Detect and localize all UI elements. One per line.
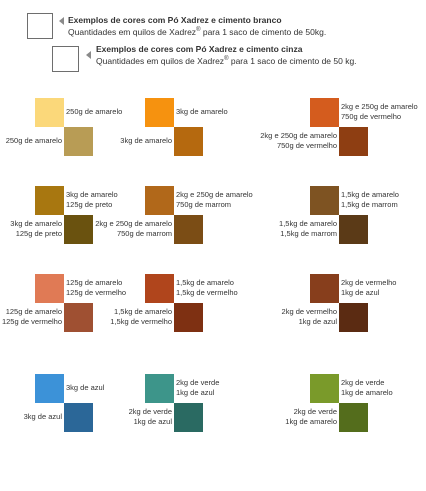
white-cement-legend-square-icon [27, 13, 53, 39]
recipe-line: 2kg e 250g de amarelo [341, 102, 418, 111]
gray-cement-recipe-label: 2kg e 250g de amarelo 750g de vermelho [260, 131, 337, 151]
recipe-line: 750g de vermelho [341, 112, 402, 121]
recipe-line: 2kg de vermelho [281, 307, 337, 316]
gray-cement-recipe-label: 125g de amarelo 125g de vermelho [2, 307, 62, 327]
white-cement-recipe-label: 3kg de amarelo 125g de preto [66, 190, 118, 210]
gray-cement-color-swatch [339, 127, 368, 156]
recipe-line: 125g de amarelo [66, 278, 123, 287]
recipe-line: 750g de marrom [176, 200, 232, 209]
recipe-line: 2kg de verde [293, 407, 337, 416]
white-cement-recipe-label: 2kg e 250g de amarelo 750g de marrom [176, 190, 253, 210]
recipe-line: 1,5kg de vermelho [110, 317, 172, 326]
white-cement-color-swatch [35, 98, 64, 127]
gray-cement-color-swatch [64, 303, 93, 332]
white-cement-color-swatch [35, 374, 64, 403]
gray-cement-recipe-label: 250g de amarelo [6, 136, 62, 146]
gray-cement-color-swatch [174, 127, 203, 156]
recipe-line: 3kg de amarelo [10, 219, 62, 228]
recipe-line: 1kg de azul [341, 288, 380, 297]
arrow-left-icon [86, 51, 91, 59]
gray-cement-recipe-label: 1,5kg de amarelo 1,5kg de marrom [279, 219, 337, 239]
white-cement-recipe-label: 3kg de azul [66, 383, 104, 393]
white-cement-recipe-label: 2kg de verde 1kg de azul [176, 378, 219, 398]
gray-cement-recipe-label: 2kg de vermelho 1kg de azul [282, 307, 337, 327]
gray-cement-color-swatch [339, 403, 368, 432]
recipe-line: 750g de marrom [116, 229, 172, 238]
white-cement-color-swatch [310, 274, 339, 303]
gray-cement-color-swatch [64, 403, 93, 432]
white-cement-recipe-label: 125g de amarelo 125g de vermelho [66, 278, 126, 298]
white-cement-color-swatch [310, 374, 339, 403]
recipe-line: 3kg de azul [66, 383, 105, 392]
legend-title-gray-cement: Exemplos de cores com Pó Xadrez e ciment… [96, 44, 303, 54]
recipe-line: 125g de vermelho [1, 317, 62, 326]
recipe-line: 125g de preto [66, 200, 113, 209]
white-cement-recipe-label: 3kg de amarelo [176, 107, 228, 117]
recipe-line: 1kg de azul [176, 388, 215, 397]
gray-cement-color-swatch [64, 127, 93, 156]
gray-cement-recipe-label: 1,5kg de amarelo 1,5kg de vermelho [110, 307, 172, 327]
gray-cement-recipe-label: 3kg de azul [24, 412, 62, 422]
gray-cement-recipe-label: 3kg de amarelo [120, 136, 172, 146]
recipe-line: 125g de preto [15, 229, 62, 238]
gray-cement-color-swatch [174, 303, 203, 332]
white-cement-color-swatch [145, 186, 174, 215]
recipe-line: 1,5kg de marrom [280, 229, 337, 238]
recipe-line: 1kg de azul [298, 317, 337, 326]
white-cement-color-swatch [145, 274, 174, 303]
recipe-line: 3kg de amarelo [120, 136, 172, 145]
recipe-line: 1,5kg de marrom [341, 200, 398, 209]
gray-cement-color-swatch [174, 215, 203, 244]
recipe-line: 1,5kg de amarelo [114, 307, 172, 316]
white-cement-color-swatch [35, 186, 64, 215]
recipe-line: 250g de amarelo [5, 136, 62, 145]
white-cement-color-swatch [145, 374, 174, 403]
gray-cement-legend-square-icon [52, 46, 79, 72]
recipe-line: 2kg e 250g de amarelo [95, 219, 172, 228]
gray-cement-color-swatch [64, 215, 93, 244]
recipe-line: 3kg de azul [23, 412, 62, 421]
white-cement-color-swatch [310, 98, 339, 127]
recipe-line: 3kg de amarelo [66, 190, 118, 199]
white-cement-recipe-label: 1,5kg de amarelo 1,5kg de vermelho [176, 278, 238, 298]
legend-title-white-cement: Exemplos de cores com Pó Xadrez e ciment… [68, 15, 282, 25]
recipe-line: 2kg e 250g de amarelo [176, 190, 253, 199]
gray-cement-color-swatch [339, 303, 368, 332]
white-cement-recipe-label: 2kg e 250g de amarelo 750g de vermelho [341, 102, 418, 122]
recipe-line: 125g de amarelo [5, 307, 62, 316]
recipe-line: 2kg e 250g de amarelo [260, 131, 337, 140]
recipe-line: 2kg de verde [341, 378, 385, 387]
recipe-line: 250g de amarelo [66, 107, 123, 116]
legend-subtitle-gray-cement: Quantidades em quilos de Xadrez® para 1 … [96, 56, 357, 66]
white-cement-recipe-label: 2kg de vermelho 1kg de azul [341, 278, 396, 298]
recipe-line: 1kg de amarelo [285, 417, 337, 426]
white-cement-color-swatch [35, 274, 64, 303]
gray-cement-recipe-label: 2kg de verde 1kg de amarelo [285, 407, 337, 427]
recipe-line: 1,5kg de vermelho [176, 288, 238, 297]
recipe-line: 1,5kg de amarelo [341, 190, 399, 199]
recipe-line: 125g de vermelho [66, 288, 127, 297]
gray-cement-recipe-label: 2kg de verde 1kg de azul [129, 407, 172, 427]
white-cement-color-swatch [310, 186, 339, 215]
arrow-left-icon [59, 17, 64, 25]
recipe-line: 3kg de amarelo [176, 107, 228, 116]
gray-cement-recipe-label: 2kg e 250g de amarelo 750g de marrom [95, 219, 172, 239]
recipe-line: 1,5kg de amarelo [279, 219, 337, 228]
recipe-line: 750g de vermelho [276, 141, 337, 150]
white-cement-recipe-label: 250g de amarelo [66, 107, 122, 117]
white-cement-recipe-label: 1,5kg de amarelo 1,5kg de marrom [341, 190, 399, 210]
gray-cement-color-swatch [174, 403, 203, 432]
gray-cement-recipe-label: 3kg de amarelo 125g de preto [10, 219, 62, 239]
recipe-line: 1kg de azul [133, 417, 172, 426]
legend-subtitle-white-cement: Quantidades em quilos de Xadrez® para 1 … [68, 27, 327, 37]
recipe-line: 2kg de verde [176, 378, 220, 387]
white-cement-recipe-label: 2kg de verde 1kg de amarelo [341, 378, 393, 398]
recipe-line: 1kg de amarelo [341, 388, 393, 397]
recipe-line: 2kg de verde [128, 407, 172, 416]
recipe-line: 2kg de vermelho [341, 278, 397, 287]
recipe-line: 1,5kg de amarelo [176, 278, 234, 287]
gray-cement-color-swatch [339, 215, 368, 244]
white-cement-color-swatch [145, 98, 174, 127]
